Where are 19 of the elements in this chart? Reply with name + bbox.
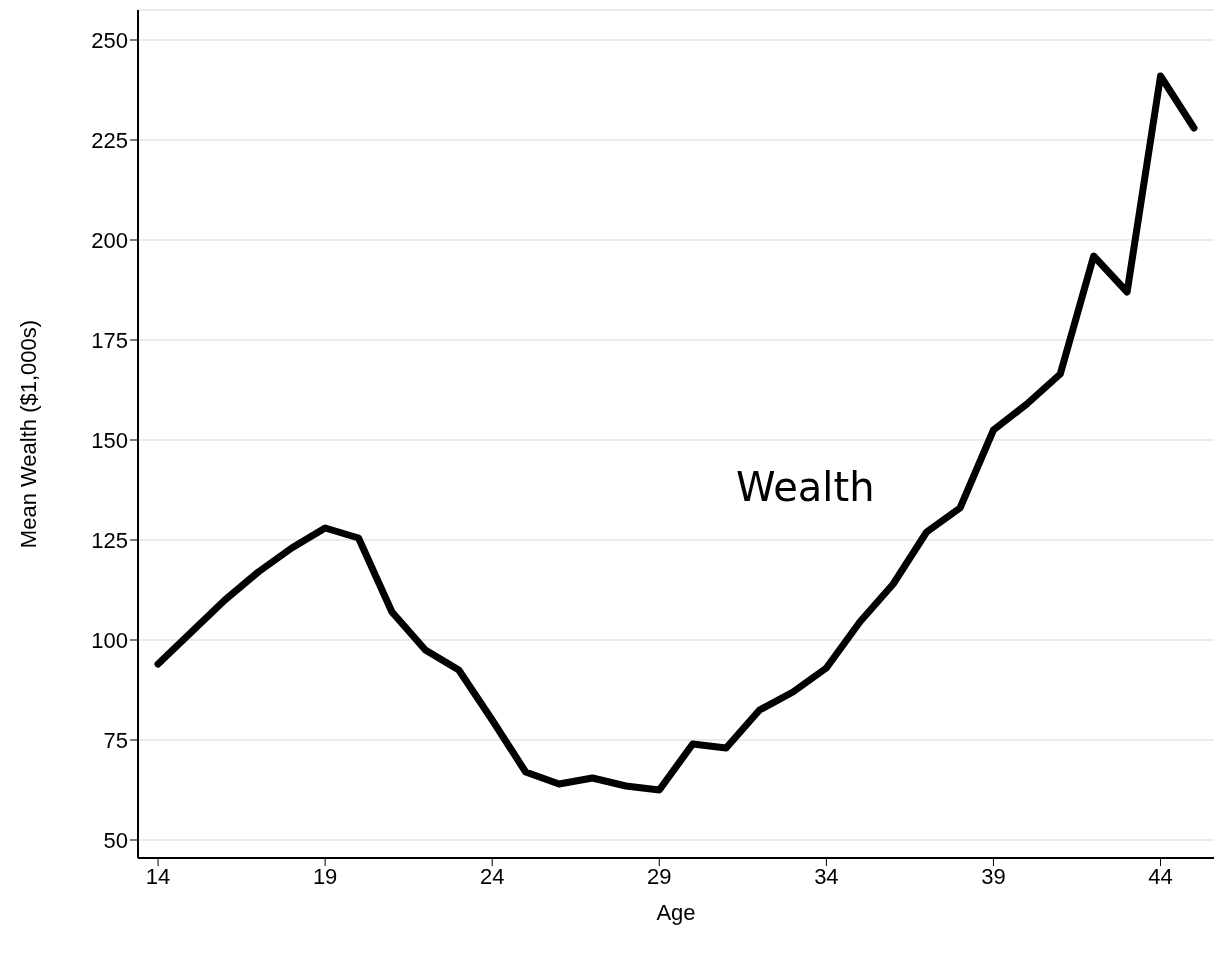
y-tick-label: 50 bbox=[103, 827, 128, 853]
y-tick-label: 150 bbox=[91, 427, 128, 453]
series-label: Wealth bbox=[736, 463, 875, 511]
y-axis-title: Mean Wealth ($1,000s) bbox=[15, 319, 41, 549]
y-tick-label: 175 bbox=[91, 327, 128, 353]
y-tick-label: 200 bbox=[91, 227, 128, 253]
x-tick-label: 29 bbox=[647, 863, 672, 889]
x-tick-label: 34 bbox=[814, 863, 839, 889]
y-tick-label: 125 bbox=[91, 527, 128, 553]
y-tick-label: 75 bbox=[103, 727, 128, 753]
x-axis-title: Age bbox=[656, 900, 696, 925]
x-tick-label: 14 bbox=[145, 863, 171, 889]
y-tick-label: 225 bbox=[91, 127, 128, 153]
x-tick-label: 19 bbox=[312, 863, 338, 889]
x-tick-label: 44 bbox=[1148, 863, 1173, 889]
x-tick-label: 39 bbox=[981, 863, 1006, 889]
x-tick-label: 24 bbox=[479, 863, 505, 889]
y-tick-label: 100 bbox=[91, 627, 128, 653]
y-tick-label: 250 bbox=[91, 27, 128, 53]
